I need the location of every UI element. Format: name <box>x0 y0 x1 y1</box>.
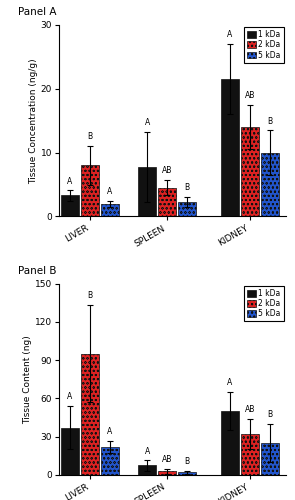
Text: AB: AB <box>245 405 255 414</box>
Text: AB: AB <box>245 91 255 100</box>
Bar <box>138 466 156 475</box>
Text: AB: AB <box>162 166 172 175</box>
Bar <box>241 127 259 216</box>
Bar <box>101 204 119 216</box>
Bar <box>178 202 196 216</box>
Bar <box>81 354 99 475</box>
Bar <box>158 188 176 216</box>
Bar <box>261 152 278 216</box>
Bar <box>61 196 79 216</box>
Bar <box>178 472 196 475</box>
Bar <box>241 434 259 475</box>
Y-axis label: Tissue Concentration (ng/g): Tissue Concentration (ng/g) <box>29 58 38 184</box>
Text: A: A <box>67 176 73 186</box>
Bar <box>101 447 119 475</box>
Bar <box>221 411 239 475</box>
Legend: 1 kDa, 2 kDa, 5 kDa: 1 kDa, 2 kDa, 5 kDa <box>244 28 284 62</box>
Bar <box>138 166 156 216</box>
Bar <box>221 80 239 216</box>
Text: B: B <box>184 458 189 466</box>
Text: B: B <box>267 116 272 126</box>
Legend: 1 kDa, 2 kDa, 5 kDa: 1 kDa, 2 kDa, 5 kDa <box>244 286 284 321</box>
Bar <box>61 428 79 475</box>
Text: A: A <box>145 446 150 456</box>
Text: B: B <box>184 183 189 192</box>
Text: B: B <box>87 132 92 141</box>
Text: A: A <box>67 392 73 402</box>
Text: A: A <box>227 30 232 40</box>
Text: B: B <box>267 410 272 419</box>
Text: A: A <box>107 426 112 436</box>
Text: A: A <box>227 378 232 387</box>
Bar <box>158 471 176 475</box>
Text: A: A <box>145 118 150 127</box>
Y-axis label: Tissue Content (ng): Tissue Content (ng) <box>23 335 32 424</box>
Bar <box>261 443 278 475</box>
Text: Panel B: Panel B <box>18 266 57 276</box>
Text: A: A <box>107 186 112 196</box>
Text: Panel A: Panel A <box>18 8 57 18</box>
Text: AB: AB <box>162 455 172 464</box>
Text: B: B <box>87 292 92 300</box>
Bar <box>81 166 99 216</box>
